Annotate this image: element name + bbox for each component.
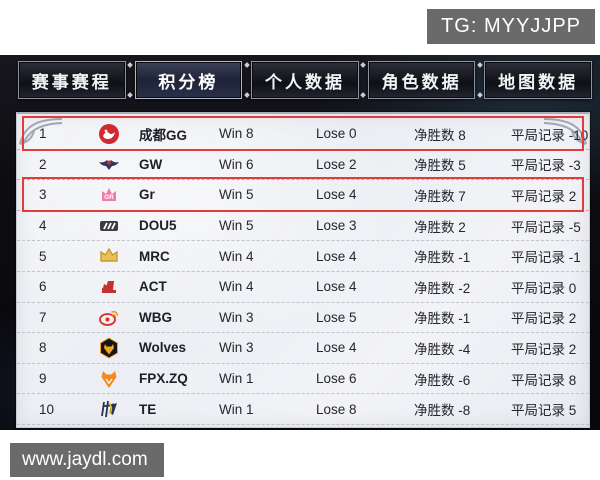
- team-name-cell: Wolves: [139, 340, 187, 356]
- win-cell: Win 8: [219, 126, 254, 142]
- net-wins-cell: 净胜数 -4: [414, 341, 471, 357]
- rank-cell: 10: [39, 401, 55, 417]
- draw-record-cell: 平局记录 8: [511, 372, 577, 388]
- draw-record-cell: 平局记录 2: [511, 341, 577, 357]
- team-name-cell: Gr: [139, 187, 155, 203]
- team-logo-gr-icon: GR: [97, 183, 121, 207]
- lose-cell: Lose 0: [316, 126, 357, 142]
- net-wins-cell: 净胜数 5: [414, 158, 466, 174]
- tab-separator: [360, 61, 367, 99]
- standings-panel: 1 成都GG Win 8 Lose 0 净胜数 8 平局记录 -10 2 GW Win 6 Los…: [16, 112, 590, 428]
- tab-player-stats[interactable]: 个人数据: [251, 61, 359, 99]
- rank-cell: 9: [39, 371, 47, 387]
- team-logo-mrc-icon: [97, 244, 121, 268]
- rank-cell: 4: [39, 218, 47, 234]
- net-wins-cell: 净胜数 -2: [414, 280, 471, 296]
- draw-record-cell: 平局记录 -3: [511, 158, 581, 174]
- draw-record-cell: 平局记录 -5: [511, 219, 581, 235]
- standings-row-1[interactable]: 1 成都GG Win 8 Lose 0 净胜数 8 平局记录 -10: [17, 116, 589, 151]
- tab-schedule[interactable]: 赛事赛程: [18, 61, 126, 99]
- win-cell: Win 5: [219, 187, 254, 203]
- rank-cell: 3: [39, 187, 47, 203]
- rank-cell: 1: [39, 126, 47, 142]
- draw-record-cell: 平局记录 2: [511, 311, 577, 327]
- win-cell: Win 4: [219, 248, 254, 264]
- net-wins-cell: 净胜数 2: [414, 219, 466, 235]
- team-logo-fpx-icon: [97, 367, 121, 391]
- lose-cell: Lose 4: [316, 340, 357, 356]
- team-logo-chengdu-gg-icon: [97, 122, 121, 146]
- team-name-cell: DOU5: [139, 218, 177, 234]
- standings-row-5[interactable]: 5 MRC Win 4 Lose 4 净胜数 -1 平局记录 -1: [17, 241, 589, 272]
- team-name-cell: MRC: [139, 248, 170, 264]
- standings-row-9[interactable]: 9 FPX.ZQ Win 1 Lose 6 净胜数 -6 平局记录 8: [17, 364, 589, 395]
- team-logo-wbg-icon: [97, 305, 121, 329]
- win-cell: Win 5: [219, 218, 254, 234]
- win-cell: Win 1: [219, 371, 254, 387]
- tab-map-stats[interactable]: 地图数据: [484, 61, 592, 99]
- net-wins-cell: 净胜数 -6: [414, 372, 471, 388]
- tab-standings[interactable]: 积分榜: [134, 61, 243, 99]
- lose-cell: Lose 4: [316, 187, 357, 203]
- tab-hero-stats[interactable]: 角色数据: [367, 61, 476, 99]
- draw-record-cell: 平局记录 0: [511, 280, 577, 296]
- standings-table: 1 成都GG Win 8 Lose 0 净胜数 8 平局记录 -10 2 GW Win 6 Los…: [17, 116, 589, 425]
- net-wins-cell: 净胜数 7: [414, 188, 466, 204]
- team-name-cell: 成都GG: [139, 127, 188, 143]
- lose-cell: Lose 8: [316, 401, 357, 417]
- standings-row-3[interactable]: 3 GR Gr Win 5 Lose 4 净胜数 7 平局记录 2: [17, 177, 589, 212]
- team-name-cell: GW: [139, 156, 163, 172]
- lose-cell: Lose 3: [316, 218, 357, 234]
- tab-separator: [127, 61, 133, 99]
- standings-row-4[interactable]: 4 DOU5 Win 5 Lose 3 净胜数 2 平局记录 -5: [17, 211, 589, 242]
- win-cell: Win 3: [219, 340, 254, 356]
- lose-cell: Lose 5: [316, 309, 357, 325]
- rank-cell: 8: [39, 340, 47, 356]
- rank-cell: 6: [39, 279, 47, 295]
- standings-row-7[interactable]: 7 WBG Win 3 Lose 5 净胜数 -1 平局记录 2: [17, 303, 589, 334]
- draw-record-cell: 平局记录 -10: [511, 127, 589, 143]
- team-logo-wolves-icon: [97, 336, 121, 360]
- game-screenshot-area: 赛事赛程 积分榜 个人数据 角色数据 地图数据 1 成都GG Win 8 Lose 0 净胜数 …: [0, 55, 600, 430]
- win-cell: Win 1: [219, 401, 254, 417]
- net-wins-cell: 净胜数 -8: [414, 403, 471, 419]
- lose-cell: Lose 6: [316, 371, 357, 387]
- team-name-cell: WBG: [139, 309, 172, 325]
- rank-cell: 5: [39, 248, 47, 264]
- rank-cell: 2: [39, 156, 47, 172]
- team-logo-gw-icon: [97, 152, 121, 176]
- tab-bar: 赛事赛程 积分榜 个人数据 角色数据 地图数据: [18, 61, 592, 99]
- team-name-cell: FPX.ZQ: [139, 371, 188, 387]
- tg-watermark-badge: TG: MYYJJPP: [427, 9, 595, 44]
- team-logo-act-icon: [97, 275, 121, 299]
- team-logo-dou5-icon: [97, 214, 121, 238]
- site-watermark-badge: www.jaydl.com: [10, 443, 164, 477]
- draw-record-cell: 平局记录 2: [511, 188, 577, 204]
- team-logo-te-icon: [97, 397, 121, 421]
- rank-cell: 7: [39, 309, 47, 325]
- standings-row-10[interactable]: 10 TE Win 1 Lose 8 净胜数 -8 平局记录 5: [17, 394, 589, 425]
- standings-row-2[interactable]: 2 GW Win 6 Lose 2 净胜数 5 平局记录 -3: [17, 150, 589, 181]
- draw-record-cell: 平局记录 -1: [511, 250, 581, 266]
- standings-row-6[interactable]: 6 ACT Win 4 Lose 4 净胜数 -2 平局记录 0: [17, 272, 589, 303]
- team-name-cell: ACT: [139, 279, 167, 295]
- lose-cell: Lose 4: [316, 279, 357, 295]
- standings-row-8[interactable]: 8 Wolves Win 3 Lose 4 净胜数 -4 平局记录 2: [17, 333, 589, 364]
- net-wins-cell: 净胜数 8: [414, 127, 466, 143]
- net-wins-cell: 净胜数 -1: [414, 250, 471, 266]
- tab-separator: [243, 61, 250, 99]
- win-cell: Win 4: [219, 279, 254, 295]
- svg-text:GR: GR: [104, 194, 114, 201]
- lose-cell: Lose 4: [316, 248, 357, 264]
- lose-cell: Lose 2: [316, 156, 357, 172]
- net-wins-cell: 净胜数 -1: [414, 311, 471, 327]
- draw-record-cell: 平局记录 5: [511, 403, 577, 419]
- tab-separator: [477, 61, 483, 99]
- win-cell: Win 6: [219, 156, 254, 172]
- win-cell: Win 3: [219, 309, 254, 325]
- team-name-cell: TE: [139, 401, 157, 417]
